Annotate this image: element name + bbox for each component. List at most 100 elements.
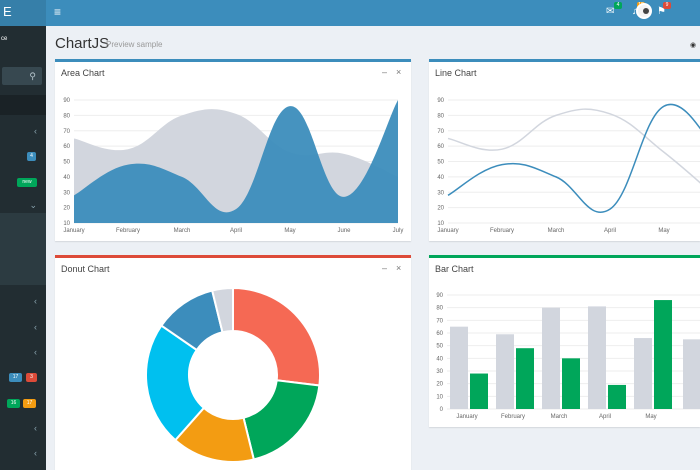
sidebar-item-active[interactable]: ⌄ bbox=[0, 198, 46, 212]
y-tick-label: 90 bbox=[437, 98, 444, 104]
x-tick-label: July bbox=[393, 228, 404, 234]
count-badge: 3 bbox=[26, 373, 37, 382]
bar bbox=[562, 358, 580, 409]
donut-slice bbox=[232, 286, 321, 387]
y-tick-label: 40 bbox=[63, 175, 70, 181]
x-tick-label: June bbox=[337, 228, 351, 234]
page-title: ChartJS bbox=[55, 35, 110, 52]
chevron-left-icon: ‹ bbox=[34, 423, 37, 433]
y-tick-label: 20 bbox=[437, 206, 444, 212]
donut-slice bbox=[210, 286, 234, 334]
x-tick-label: April bbox=[604, 228, 616, 234]
line-chart: 10 20 30 40 50 60 70 80 90 January February March Ap… bbox=[437, 98, 700, 234]
bar-chart: 0 10 20 30 40 50 60 70 80 90 January February March A… bbox=[436, 293, 700, 420]
bar-chart-box: Bar Chart 0 10 20 30 40 50 60 70 80 90 January Febr… bbox=[429, 255, 700, 427]
box-title: Area Chart bbox=[61, 68, 105, 78]
bar bbox=[608, 384, 626, 409]
bar bbox=[470, 373, 488, 409]
sidebar-item[interactable]: 4 bbox=[0, 150, 46, 164]
sidebar-item[interactable]: ‹ bbox=[0, 124, 46, 138]
y-tick-label: 60 bbox=[437, 144, 444, 150]
collapse-icon[interactable]: – bbox=[382, 67, 388, 77]
sidebar-search[interactable]: ⚲ bbox=[2, 67, 42, 85]
close-icon[interactable]: × bbox=[396, 67, 402, 77]
area-chart-box: Area Chart – × 10 20 30 40 50 60 70 80 90 January… bbox=[55, 59, 411, 241]
donut-chart bbox=[145, 286, 321, 463]
y-tick-label: 50 bbox=[437, 160, 444, 166]
donut-chart-box: Donut Chart – × bbox=[55, 255, 411, 470]
y-tick-label: 20 bbox=[436, 382, 443, 388]
y-tick-label: 40 bbox=[437, 175, 444, 181]
x-tick-label: May bbox=[284, 228, 295, 234]
envelope-icon[interactable]: ✉ bbox=[606, 6, 615, 17]
sidebar-item[interactable]: 17 3 bbox=[0, 371, 46, 385]
chevron-left-icon: ‹ bbox=[34, 347, 37, 357]
y-tick-label: 60 bbox=[63, 144, 70, 150]
y-tick-label: 0 bbox=[440, 407, 444, 413]
line-chart-box: Line Chart 10 20 30 40 50 60 70 80 90 January Febr… bbox=[429, 59, 700, 241]
bar bbox=[634, 338, 652, 409]
y-tick-label: 50 bbox=[436, 344, 443, 350]
area-chart: 10 20 30 40 50 60 70 80 90 January February March Ap… bbox=[63, 98, 404, 234]
y-tick-label: 80 bbox=[63, 113, 70, 119]
x-tick-label: February bbox=[116, 228, 140, 234]
search-icon[interactable]: ⚲ bbox=[29, 71, 36, 81]
flag-icon[interactable]: ⚑ bbox=[657, 6, 666, 17]
sidebar-item[interactable]: ‹ bbox=[0, 294, 46, 308]
bar bbox=[542, 307, 560, 409]
y-tick-label: 60 bbox=[436, 331, 443, 337]
x-tick-label: January bbox=[456, 414, 477, 420]
count-badge: 17 bbox=[9, 373, 22, 382]
user-panel: ce bbox=[1, 36, 8, 42]
y-tick-label: 40 bbox=[436, 356, 443, 362]
y-tick-label: 30 bbox=[437, 190, 444, 196]
x-tick-label: March bbox=[174, 228, 191, 234]
y-tick-label: 80 bbox=[437, 113, 444, 119]
line-series bbox=[447, 108, 700, 184]
y-tick-label: 50 bbox=[63, 160, 70, 166]
area-series bbox=[74, 100, 398, 223]
sidebar-item[interactable]: 16 17 bbox=[0, 397, 46, 411]
page-subtitle: Preview sample bbox=[106, 40, 163, 49]
y-tick-label: 90 bbox=[63, 98, 70, 104]
user-avatar[interactable] bbox=[636, 3, 652, 19]
y-tick-label: 10 bbox=[63, 221, 70, 227]
chevron-left-icon: ‹ bbox=[34, 448, 37, 458]
logo[interactable]: E bbox=[0, 0, 46, 26]
x-tick-label: April bbox=[230, 228, 242, 234]
box-title: Donut Chart bbox=[61, 264, 110, 274]
sidebar-item[interactable]: ‹ bbox=[0, 421, 46, 435]
x-tick-label: May bbox=[645, 414, 656, 420]
sidebar-item[interactable]: ‹ bbox=[0, 345, 46, 359]
top-navbar: ≡ ✉ 4 ♫ 10 ⚑ 9 bbox=[46, 0, 700, 26]
count-badge: 17 bbox=[23, 399, 36, 408]
messages-badge: 4 bbox=[614, 2, 622, 9]
bar bbox=[450, 326, 468, 409]
x-tick-label: February bbox=[501, 414, 525, 420]
chevron-left-icon: ‹ bbox=[34, 322, 37, 332]
sidebar-submenu bbox=[0, 213, 46, 285]
sidebar-item[interactable]: ‹ bbox=[0, 446, 46, 460]
close-icon[interactable]: × bbox=[396, 263, 402, 273]
chevron-left-icon: ‹ bbox=[34, 296, 37, 306]
y-tick-label: 70 bbox=[437, 129, 444, 135]
sidebar-item[interactable]: ‹ bbox=[0, 320, 46, 334]
bar bbox=[654, 300, 672, 409]
dashboard-icon[interactable]: ◉ bbox=[690, 42, 697, 49]
x-tick-label: May bbox=[658, 228, 669, 234]
line-series bbox=[447, 103, 700, 213]
menu-toggle-icon[interactable]: ≡ bbox=[54, 5, 62, 19]
chevron-down-icon: ⌄ bbox=[29, 200, 37, 210]
y-tick-label: 70 bbox=[436, 318, 443, 324]
sidebar-header bbox=[0, 95, 46, 115]
x-tick-label: March bbox=[551, 414, 568, 420]
x-tick-label: January bbox=[437, 228, 458, 234]
box-title: Bar Chart bbox=[435, 264, 474, 274]
collapse-icon[interactable]: – bbox=[382, 263, 388, 273]
sidebar-item[interactable]: new bbox=[0, 176, 46, 190]
y-tick-label: 20 bbox=[63, 206, 70, 212]
bar bbox=[496, 334, 514, 409]
x-tick-label: April bbox=[599, 414, 611, 420]
bell-icon[interactable]: ♫ bbox=[632, 6, 640, 18]
bar bbox=[683, 339, 700, 409]
